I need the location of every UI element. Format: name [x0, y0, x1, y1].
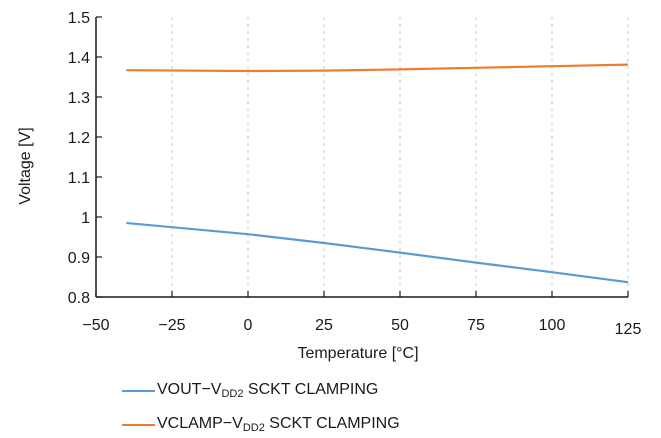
legend-label-vclamp: VCLAMP−VDD2 SCKT CLAMPING	[157, 415, 400, 434]
series-line-vclamp	[126, 63, 629, 73]
x-tick-label: 100	[539, 317, 566, 334]
y-tick-labels: 0.8 0.9 1 1.1 1.2 1.3 1.4 1.5	[68, 10, 90, 307]
x-tick-label: 50	[391, 317, 409, 334]
y-tick-label: 1.1	[68, 170, 90, 187]
legend-item-vout: VOUT−VDD2 SCKT CLAMPING	[122, 381, 378, 400]
legend-swatch-vout	[122, 389, 155, 392]
x-tick-labels: −50 −25 0 25 50 75 100 125	[82, 317, 641, 338]
x-tick-label: 125	[615, 321, 642, 338]
y-tick-label: 1.3	[68, 90, 90, 107]
y-tick-label: 1.4	[68, 50, 90, 67]
series-line-vout	[126, 221, 629, 284]
legend-swatch-vclamp	[122, 423, 155, 426]
series-layer	[126, 63, 629, 284]
y-tick-label: 0.8	[68, 290, 90, 307]
legend-label-vout: VOUT−VDD2 SCKT CLAMPING	[157, 381, 379, 400]
x-tick-label: 75	[467, 317, 485, 334]
tick-marks	[95, 16, 629, 298]
legend-item-vclamp: VCLAMP−VDD2 SCKT CLAMPING	[122, 415, 400, 434]
y-tick-label: 1.2	[68, 130, 90, 147]
x-tick-label: −50	[82, 317, 109, 334]
x-tick-label: −25	[158, 317, 185, 334]
y-axis-label: Voltage [V]	[17, 127, 34, 204]
x-axis-label: Temperature [°C]	[297, 345, 418, 362]
grid-lines	[171, 17, 629, 297]
y-tick-label: 1.5	[68, 10, 90, 27]
x-tick-label: 0	[244, 317, 253, 334]
y-tick-label: 1	[81, 210, 90, 227]
x-tick-label: 25	[315, 317, 333, 334]
y-tick-label: 0.9	[68, 250, 90, 267]
